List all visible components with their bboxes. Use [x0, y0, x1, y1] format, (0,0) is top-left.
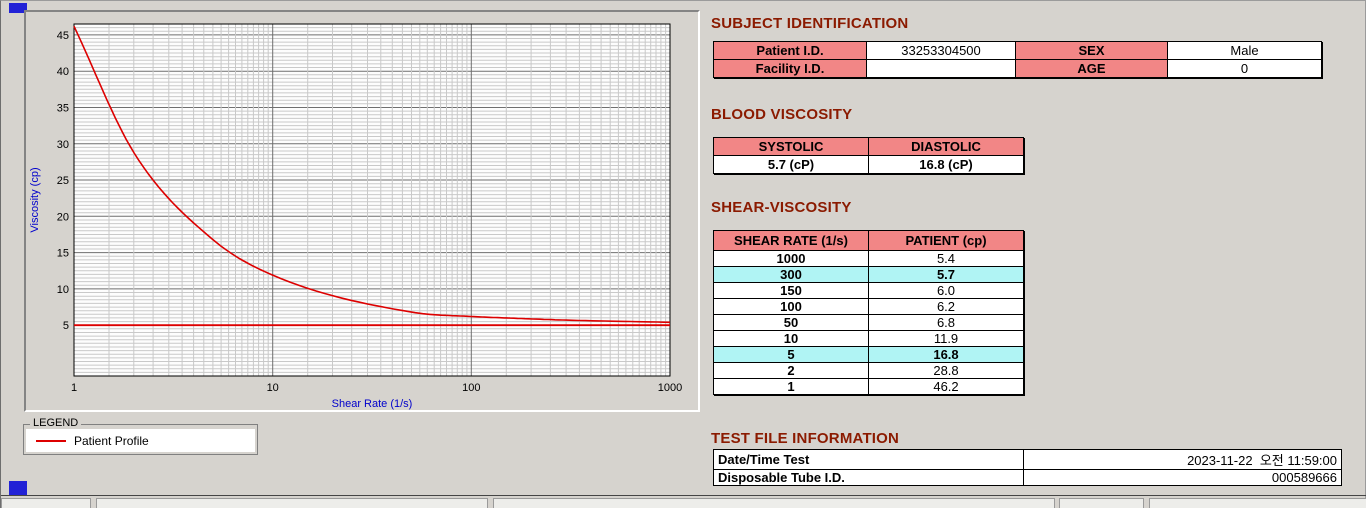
- viscosity-chart: 1 10 100 1000 5 10 15 20 25 30 35 40 45 Shear Rate (1…: [29, 23, 682, 410]
- window-fragment-top: [9, 3, 27, 13]
- shear-row-1000: 1000 5.4: [713, 250, 1024, 267]
- svg-text:10: 10: [57, 284, 69, 296]
- patient-value-cell: 5.4: [868, 250, 1024, 267]
- svg-text:100: 100: [462, 382, 480, 394]
- systolic-value: 5.7 (cP): [713, 155, 869, 174]
- facility-id-label: Facility I.D.: [713, 59, 867, 78]
- patient-value-cell: 11.9: [868, 330, 1024, 347]
- svg-text:20: 20: [57, 211, 69, 223]
- diastolic-value: 16.8 (cP): [868, 155, 1024, 174]
- shear-viscosity-table: SHEAR RATE (1/s) PATIENT (cp) 1000 5.4 3…: [713, 230, 1024, 395]
- table-row: Patient I.D. 33253304500 SEX Male: [713, 41, 1322, 60]
- age-label: AGE: [1015, 59, 1168, 78]
- shear-rate-cell: 50: [713, 314, 869, 331]
- shear-row-150: 150 6.0: [713, 282, 1024, 299]
- systolic-header: SYSTOLIC: [713, 137, 869, 156]
- svg-text:15: 15: [57, 248, 69, 260]
- legend-inner: Patient Profile: [26, 429, 255, 452]
- age-value: 0: [1167, 59, 1322, 78]
- svg-text:10: 10: [267, 382, 279, 394]
- date-time-test-label: Date/Time Test: [713, 449, 1024, 470]
- shear-rate-cell: 300: [713, 266, 869, 283]
- svg-text:Viscosity (cp): Viscosity (cp): [29, 167, 41, 232]
- patient-id-label: Patient I.D.: [713, 41, 867, 60]
- patient-value-cell: 6.8: [868, 314, 1024, 331]
- patient-id-value: 33253304500: [866, 41, 1016, 60]
- legend-box: LEGEND Patient Profile: [23, 417, 258, 455]
- diastolic-header: DIASTOLIC: [868, 137, 1024, 156]
- viscosity-chart-panel: 1 10 100 1000 5 10 15 20 25 30 35 40 45 Shear Rate (1…: [24, 10, 700, 412]
- table-row: SYSTOLIC DIASTOLIC: [713, 137, 1024, 156]
- shear-row-1: 1 46.2: [713, 378, 1024, 395]
- legend-item-label: Patient Profile: [74, 433, 149, 448]
- svg-text:1: 1: [71, 382, 77, 394]
- bottom-toolbar-button-fragment-5[interactable]: [1149, 498, 1366, 508]
- shear-row-10: 10 11.9: [713, 330, 1024, 347]
- svg-text:5: 5: [63, 320, 69, 332]
- shear-row-2: 2 28.8: [713, 362, 1024, 379]
- legend-title: LEGEND: [30, 417, 82, 429]
- subject-identification-table: Patient I.D. 33253304500 SEX Male Facili…: [713, 41, 1322, 78]
- patient-value-cell: 6.2: [868, 298, 1024, 315]
- table-header-row: SHEAR RATE (1/s) PATIENT (cp): [713, 230, 1024, 251]
- window-fragment-bottom: [9, 481, 27, 495]
- shear-row-50: 50 6.8: [713, 314, 1024, 331]
- disposable-tube-id-label: Disposable Tube I.D.: [713, 469, 1024, 486]
- table-row: Facility I.D. AGE 0: [713, 59, 1322, 78]
- blood-viscosity-table: SYSTOLIC DIASTOLIC 5.7 (cP) 16.8 (cP): [713, 137, 1024, 174]
- svg-text:45: 45: [57, 30, 69, 42]
- bottom-toolbar-button-fragment-1[interactable]: [1, 498, 91, 508]
- patient-cp-header: PATIENT (cp): [868, 230, 1024, 251]
- blood-viscosity-title: BLOOD VISCOSITY: [711, 106, 853, 123]
- bottom-toolbar-button-fragment-4[interactable]: [1059, 498, 1144, 508]
- shear-rate-cell: 10: [713, 330, 869, 347]
- table-row: Date/Time Test 2023-11-22 오전 11:59:00: [713, 449, 1342, 470]
- legend-line-swatch: [36, 439, 66, 442]
- shear-rate-cell: 100: [713, 298, 869, 315]
- table-row: Disposable Tube I.D. 000589666: [713, 469, 1342, 486]
- patient-value-cell: 16.8: [868, 346, 1024, 363]
- shear-rate-cell: 2: [713, 362, 869, 379]
- test-file-information-table: Date/Time Test 2023-11-22 오전 11:59:00 Di…: [713, 449, 1342, 486]
- patient-value-cell: 6.0: [868, 282, 1024, 299]
- subject-identification-title: SUBJECT IDENTIFICATION: [711, 15, 909, 32]
- facility-id-value: [866, 59, 1016, 78]
- shear-row-300: 300 5.7: [713, 266, 1024, 283]
- shear-rate-header: SHEAR RATE (1/s): [713, 230, 869, 251]
- svg-text:25: 25: [57, 175, 69, 187]
- shear-row-5: 5 16.8: [713, 346, 1024, 363]
- bottom-toolbar-button-fragment-3[interactable]: [493, 498, 1055, 508]
- date-time-test-value: 2023-11-22 오전 11:59:00: [1023, 449, 1342, 470]
- window-bottom-edge: [1, 495, 1366, 496]
- patient-value-cell: 28.8: [868, 362, 1024, 379]
- shear-viscosity-title: SHEAR-VISCOSITY: [711, 199, 852, 216]
- disposable-tube-id-value: 000589666: [1023, 469, 1342, 486]
- patient-value-cell: 46.2: [868, 378, 1024, 395]
- shear-rate-cell: 1: [713, 378, 869, 395]
- table-row: 5.7 (cP) 16.8 (cP): [713, 155, 1024, 174]
- svg-text:30: 30: [57, 139, 69, 151]
- shear-rate-cell: 1000: [713, 250, 869, 267]
- svg-text:Shear Rate (1/s): Shear Rate (1/s): [332, 398, 413, 410]
- patient-value-cell: 5.7: [868, 266, 1024, 283]
- svg-text:40: 40: [57, 66, 69, 78]
- svg-text:35: 35: [57, 103, 69, 115]
- shear-rate-cell: 5: [713, 346, 869, 363]
- shear-row-100: 100 6.2: [713, 298, 1024, 315]
- shear-rate-cell: 150: [713, 282, 869, 299]
- svg-text:1000: 1000: [658, 382, 682, 394]
- bottom-toolbar-button-fragment-2[interactable]: [96, 498, 488, 508]
- sex-value: Male: [1167, 41, 1322, 60]
- sex-label: SEX: [1015, 41, 1168, 60]
- test-file-information-title: TEST FILE INFORMATION: [711, 430, 900, 447]
